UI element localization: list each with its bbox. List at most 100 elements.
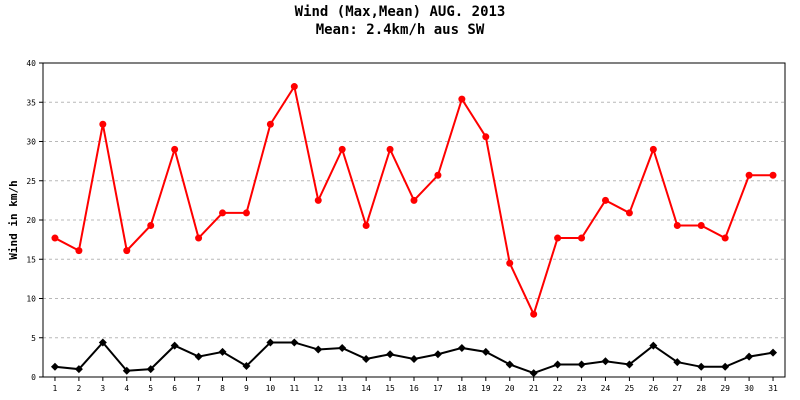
data-point <box>266 120 274 128</box>
x-tick-label: 26 <box>649 384 659 393</box>
data-point <box>481 347 490 356</box>
data-point <box>99 120 107 128</box>
y-tick-label: 10 <box>26 295 36 304</box>
x-tick-label: 10 <box>266 384 276 393</box>
data-point <box>266 338 275 347</box>
data-point <box>194 352 203 361</box>
data-point <box>290 83 298 91</box>
x-tick-label: 2 <box>76 384 81 393</box>
data-point <box>410 354 418 363</box>
data-point <box>122 366 131 375</box>
data-point <box>98 338 107 347</box>
data-point <box>649 341 658 350</box>
data-point <box>530 310 538 318</box>
data-point <box>697 362 706 371</box>
data-point <box>314 196 322 204</box>
x-tick-label: 15 <box>385 384 395 393</box>
x-tick-label: 17 <box>433 384 443 393</box>
data-point <box>721 362 730 371</box>
data-point <box>218 347 227 356</box>
data-point <box>553 360 562 369</box>
x-tick-label: 16 <box>409 384 419 393</box>
data-point <box>219 209 227 217</box>
y-tick-label: 30 <box>26 138 36 147</box>
data-point <box>74 365 83 374</box>
data-point <box>75 247 83 255</box>
data-point <box>242 362 251 371</box>
data-point <box>769 171 777 179</box>
data-point <box>290 338 299 347</box>
data-point <box>338 145 346 153</box>
x-tick-label: 11 <box>290 384 300 393</box>
chart-title: Wind (Max,Mean) AUG. 2013 <box>294 4 506 20</box>
x-tick-label: 1 <box>53 384 58 393</box>
data-point <box>625 360 634 369</box>
x-tick-label: 30 <box>744 384 754 393</box>
data-point <box>50 362 59 371</box>
data-point <box>147 221 155 229</box>
data-point <box>338 343 347 352</box>
data-point <box>171 145 179 153</box>
y-tick-label: 0 <box>31 373 36 382</box>
data-point <box>195 234 203 242</box>
data-point <box>673 221 681 229</box>
x-tick-label: 3 <box>100 384 105 393</box>
data-point <box>578 234 586 242</box>
data-point <box>601 357 610 366</box>
data-point <box>458 95 466 103</box>
x-tick-label: 4 <box>124 384 129 393</box>
data-point <box>529 369 538 378</box>
x-tick-label: 27 <box>672 384 682 393</box>
data-point <box>649 145 657 153</box>
y-tick-label: 5 <box>31 334 36 343</box>
data-point <box>386 350 395 359</box>
y-tick-label: 20 <box>26 216 36 225</box>
data-point <box>123 247 131 255</box>
data-point <box>242 209 250 217</box>
data-point <box>362 354 371 363</box>
y-tick-label: 15 <box>26 255 36 264</box>
data-point <box>745 171 753 179</box>
y-tick-label: 40 <box>26 59 36 68</box>
x-tick-label: 18 <box>457 384 467 393</box>
data-point <box>170 341 179 350</box>
data-point <box>769 348 778 357</box>
x-tick-label: 9 <box>244 384 249 393</box>
x-tick-label: 12 <box>313 384 323 393</box>
chart-title-block: Wind (Max,Mean) AUG. 2013 Mean: 2.4km/h … <box>0 3 800 39</box>
data-point <box>362 221 370 229</box>
x-tick-label: 8 <box>220 384 225 393</box>
y-tick-label: 35 <box>26 98 36 107</box>
x-axis-ticks: 1 2 3 4 5 6 7 8 9 10 11 12 13 14 15 16 17 18 19 20 21 22 23 24 2… <box>53 377 778 393</box>
data-point <box>505 360 514 369</box>
data-point <box>146 365 155 374</box>
x-tick-label: 25 <box>625 384 635 393</box>
data-point <box>386 145 394 153</box>
data-point <box>745 352 754 361</box>
x-tick-label: 5 <box>148 384 153 393</box>
x-tick-label: 13 <box>337 384 347 393</box>
x-tick-label: 20 <box>505 384 515 393</box>
x-tick-label: 31 <box>768 384 778 393</box>
data-point <box>410 196 418 204</box>
x-tick-label: 23 <box>577 384 587 393</box>
data-point <box>673 358 682 367</box>
data-point <box>51 234 59 242</box>
data-point <box>434 171 442 179</box>
x-tick-label: 28 <box>696 384 706 393</box>
data-point <box>457 343 466 352</box>
y-tick-label: 25 <box>26 177 36 186</box>
x-tick-label: 29 <box>720 384 730 393</box>
data-point <box>506 259 514 267</box>
x-tick-label: 6 <box>172 384 177 393</box>
data-point <box>697 221 705 229</box>
x-tick-label: 14 <box>361 384 371 393</box>
data-point <box>433 350 442 359</box>
data-point <box>577 360 586 369</box>
series-2 <box>50 338 778 378</box>
x-tick-label: 24 <box>601 384 611 393</box>
series-layer <box>50 83 778 378</box>
series-1 <box>51 83 777 318</box>
x-tick-label: 7 <box>196 384 201 393</box>
